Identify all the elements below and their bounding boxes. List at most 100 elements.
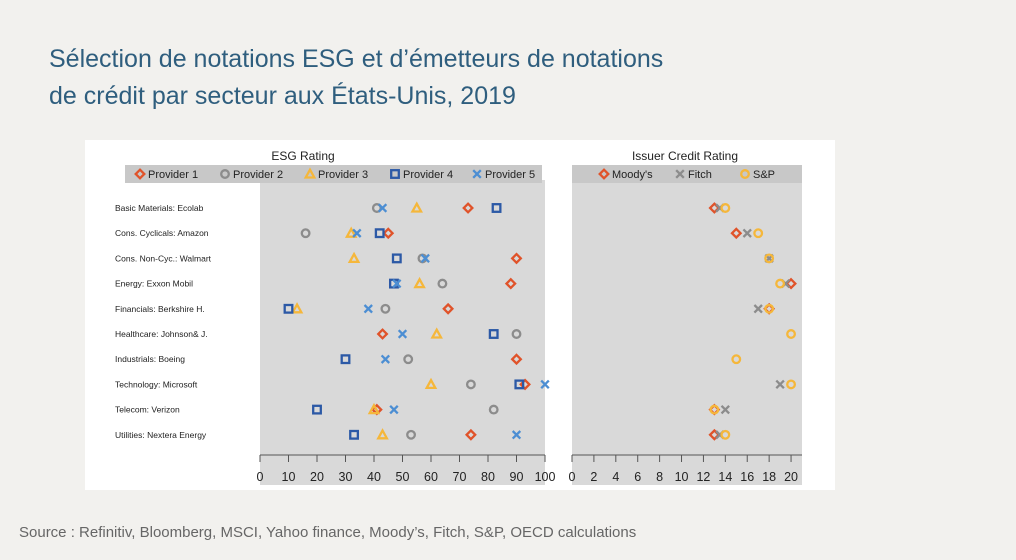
data-point: [511, 430, 522, 440]
data-point: [775, 379, 785, 390]
data-point: [391, 253, 402, 264]
esg-row-labels: Basic Materials: Ecolab Cons. Cyclicals: …: [115, 203, 212, 440]
tick-label: 10: [675, 470, 689, 484]
row-label: Technology: Microsoft: [115, 379, 198, 389]
credit-x-axis: 0 2 4 6 8 10 12 14 16 18 20: [569, 454, 802, 484]
data-point: [349, 429, 359, 440]
data-point: [786, 329, 796, 339]
tick-label: 40: [367, 470, 381, 484]
legend-label: Fitch: [688, 169, 712, 181]
row-label: Cons. Non-Cyc.: Walmart: [115, 253, 212, 263]
data-point: [464, 428, 477, 441]
data-point: [430, 327, 443, 339]
data-point: [424, 377, 438, 390]
data-point: [377, 203, 388, 213]
data-point: [742, 228, 752, 238]
data-point: [709, 404, 720, 415]
data-point: [363, 304, 373, 314]
legend-label: S&P: [753, 169, 775, 181]
data-point: [397, 329, 408, 339]
data-point: [312, 404, 322, 415]
data-point: [488, 329, 499, 339]
data-point: [491, 203, 502, 213]
tick-label: 14: [718, 470, 732, 484]
chart-title: Sélection de notations ESG et d’émetteur…: [49, 41, 949, 115]
data-point: [283, 303, 294, 314]
data-point: [720, 429, 731, 440]
tick-label: 18: [762, 470, 776, 484]
data-point: [514, 379, 525, 390]
row-label: Cons. Cyclicals: Amazon: [115, 228, 209, 238]
data-point: [380, 303, 391, 314]
tick-label: 0: [569, 470, 576, 484]
tick-label: 60: [424, 470, 438, 484]
tick-label: 30: [339, 470, 353, 484]
tick-label: 8: [656, 470, 663, 484]
data-point: [376, 328, 389, 340]
legend-label: Provider 4: [403, 169, 453, 181]
tick-label: 16: [740, 470, 754, 484]
legend-label: Provider 3: [318, 169, 368, 181]
credit-panel-title: Issuer Credit Rating: [632, 149, 738, 163]
data-point: [720, 203, 731, 213]
data-point: [347, 251, 361, 264]
data-point: [290, 302, 304, 314]
data-point: [410, 201, 423, 213]
tick-label: 20: [310, 470, 324, 484]
tick-label: 4: [612, 470, 619, 484]
esg-x-axis: 0 10 20 30 40 50 60 70 80 90 100: [257, 454, 555, 484]
data-point: [420, 253, 430, 264]
data-point: [753, 304, 763, 314]
tick-label: 20: [784, 470, 798, 484]
legend-marker: [134, 168, 146, 180]
data-point: [730, 227, 743, 240]
credit-plot-area: [572, 180, 802, 485]
source-note: Source : Refinitiv, Bloomberg, MSCI, Yah…: [19, 524, 637, 541]
data-point: [510, 353, 523, 366]
row-label: Energy: Exxon Mobil: [115, 279, 193, 289]
esg-legend-bar: [125, 165, 542, 183]
credit-legend: Moody's Fitch S&P: [598, 168, 775, 181]
title-line-1: Sélection de notations ESG et d’émetteur…: [49, 45, 664, 73]
data-point: [764, 303, 775, 314]
tick-label: 12: [696, 470, 710, 484]
data-point: [753, 228, 764, 239]
tick-label: 50: [396, 470, 410, 484]
data-point: [786, 379, 796, 390]
row-label: Utilities: Nextera Energy: [115, 430, 207, 440]
row-label: Healthcare: Johnson& J.: [115, 329, 208, 339]
data-point: [344, 226, 358, 238]
data-point: [488, 404, 499, 415]
legend-marker: [220, 169, 230, 179]
data-point: [540, 379, 550, 390]
chart-figure: ESG Rating Provider 1 Provider 2 Provider …: [85, 140, 835, 490]
esg-rating-panel: ESG Rating Provider 1 Provider 2 Provider …: [115, 149, 555, 485]
data-point: [511, 329, 522, 339]
data-point: [403, 354, 414, 365]
tick-label: 70: [453, 470, 467, 484]
tick-label: 2: [590, 470, 597, 484]
data-point: [380, 354, 391, 364]
data-point: [413, 276, 426, 289]
data-point: [392, 278, 402, 289]
legend-label: Provider 1: [148, 169, 198, 181]
credit-data-points: [708, 202, 797, 441]
esg-panel-title: ESG Rating: [271, 149, 334, 163]
legend-label: Moody's: [612, 169, 653, 181]
data-point: [371, 203, 382, 213]
row-label: Financials: Berkshire H.: [115, 304, 205, 314]
data-point: [465, 379, 476, 390]
esg-legend: Provider 1 Provider 2 Provider 3 Provider 4…: [134, 167, 535, 181]
tick-label: 6: [634, 470, 641, 484]
data-point: [720, 404, 730, 415]
row-label: Basic Materials: Ecolab: [115, 203, 204, 213]
data-point: [504, 277, 517, 290]
tick-label: 80: [481, 470, 495, 484]
row-label: Telecom: Verizon: [115, 405, 180, 415]
data-point: [731, 354, 742, 365]
data-point: [510, 252, 523, 265]
legend-marker: [303, 167, 317, 179]
legend-marker: [740, 169, 750, 179]
legend-label: Provider 5: [485, 169, 535, 181]
